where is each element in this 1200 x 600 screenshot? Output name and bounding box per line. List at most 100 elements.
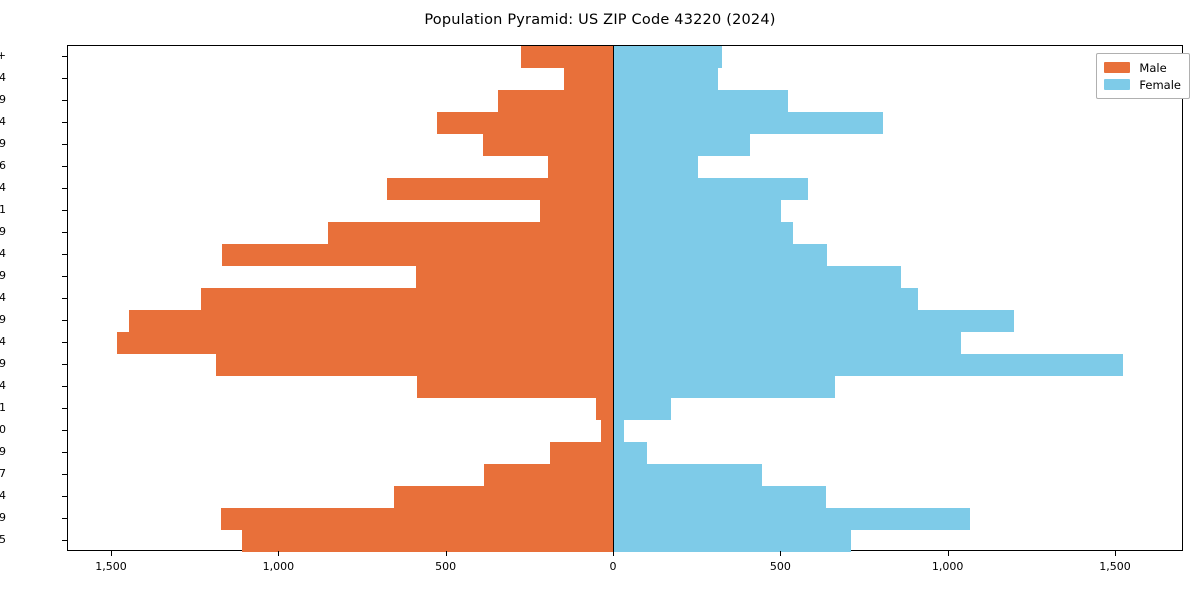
pyramid-row: [68, 354, 1182, 376]
y-tick-label: 22-24: [0, 379, 6, 392]
y-tick-label: 15-17: [0, 467, 6, 480]
bar-female-25-29: [614, 354, 1123, 376]
bar-female-60-61: [614, 200, 781, 222]
x-tick: [947, 551, 949, 556]
x-tick: [111, 551, 112, 556]
bar-female-62-64: [614, 178, 809, 200]
y-tick: [62, 144, 67, 145]
pyramid-row: [68, 134, 1182, 156]
x-tick: [1115, 551, 1116, 556]
bar-female-85+: [614, 46, 723, 68]
y-tick: [62, 122, 67, 123]
legend-swatch-male: [1104, 62, 1131, 73]
y-tick: [62, 100, 67, 101]
pyramid-row: [68, 398, 1182, 420]
pyramid-row: [68, 156, 1182, 178]
pyramid-row: [68, 222, 1182, 244]
pyramid-row: [68, 244, 1182, 266]
bar-female-80-84: [614, 68, 719, 90]
x-tick: [613, 551, 614, 556]
y-tick: [62, 298, 67, 299]
y-tick: [62, 540, 67, 541]
bar-female-under-5: [614, 530, 851, 552]
bar-male-15-17: [484, 464, 614, 486]
bar-female-35-39: [614, 310, 1014, 332]
legend-item-female[interactable]: Female: [1104, 76, 1181, 93]
y-tick: [62, 276, 67, 277]
bar-male-80-84: [564, 68, 614, 90]
y-tick: [62, 166, 67, 167]
pyramid-row: [68, 332, 1182, 354]
y-tick: [62, 78, 67, 79]
y-tick-label: 50-54: [0, 247, 6, 260]
pyramid-row: [68, 486, 1182, 508]
bar-male-65-66: [548, 156, 614, 178]
y-tick: [62, 386, 67, 387]
y-tick-label: 85+: [0, 49, 6, 62]
bar-female-20: [614, 420, 625, 442]
bar-male-20: [600, 420, 614, 442]
pyramid-row: [68, 310, 1182, 332]
y-tick: [62, 56, 67, 57]
y-tick: [62, 364, 67, 365]
pyramid-row: [68, 200, 1182, 222]
y-tick-label: 65-66: [0, 159, 6, 172]
bar-male-40-44: [201, 288, 614, 310]
bar-male-10-14: [394, 486, 614, 508]
pyramid-row: [68, 266, 1182, 288]
bar-female-15-17: [614, 464, 762, 486]
legend-label-male: Male: [1139, 60, 1167, 75]
pyramid-row: [68, 178, 1182, 200]
bar-male-30-34: [117, 332, 614, 354]
pyramid-row: [68, 464, 1182, 486]
y-tick: [62, 518, 67, 519]
bar-male-75-79: [497, 90, 614, 112]
bar-male-18-19: [550, 442, 614, 464]
bar-female-50-54: [614, 244, 827, 266]
y-tick: [62, 496, 67, 497]
pyramid-row: [68, 90, 1182, 112]
pyramid-row: [68, 508, 1182, 530]
y-tick-label: 18-19: [0, 445, 6, 458]
bar-female-18-19: [614, 442, 648, 464]
pyramid-row: [68, 420, 1182, 442]
bar-female-30-34: [614, 332, 962, 354]
pyramid-row: [68, 530, 1182, 552]
x-tick-label: 1,500: [95, 560, 127, 573]
bar-male-62-64: [386, 178, 614, 200]
bar-male-60-61: [540, 200, 614, 222]
y-tick-label: 20: [0, 423, 6, 436]
y-tick-label: 60-61: [0, 203, 6, 216]
x-tick: [278, 551, 280, 556]
bar-male-67-69: [483, 134, 614, 156]
bar-female-40-44: [614, 288, 918, 310]
y-tick-label: 10-14: [0, 489, 6, 502]
bar-male-70-74: [436, 112, 614, 134]
y-tick: [62, 188, 67, 189]
y-tick: [62, 232, 67, 233]
bar-male-5-9: [221, 508, 614, 530]
bar-female-45-49: [614, 266, 901, 288]
pyramid-row: [68, 46, 1182, 68]
x-tick-label: 0: [609, 560, 617, 573]
pyramid-row: [68, 376, 1182, 398]
y-tick: [62, 408, 67, 409]
bar-female-75-79: [614, 90, 789, 112]
pyramid-row: [68, 68, 1182, 90]
y-tick-label: 70-74: [0, 115, 6, 128]
legend-item-male[interactable]: Male: [1104, 59, 1181, 76]
bar-female-67-69: [614, 134, 750, 156]
y-tick-label: 35-39: [0, 313, 6, 326]
y-tick: [62, 342, 67, 343]
x-tick-label: 1,000: [931, 560, 964, 573]
bar-male-21: [595, 398, 614, 420]
y-tick-label: 30-34: [0, 335, 6, 348]
zero-axis-line: [613, 45, 614, 552]
chart-legend: Male Female: [1096, 53, 1190, 99]
y-tick: [62, 430, 67, 431]
bar-male-25-29: [215, 354, 614, 376]
y-tick-label: 21: [0, 401, 6, 414]
